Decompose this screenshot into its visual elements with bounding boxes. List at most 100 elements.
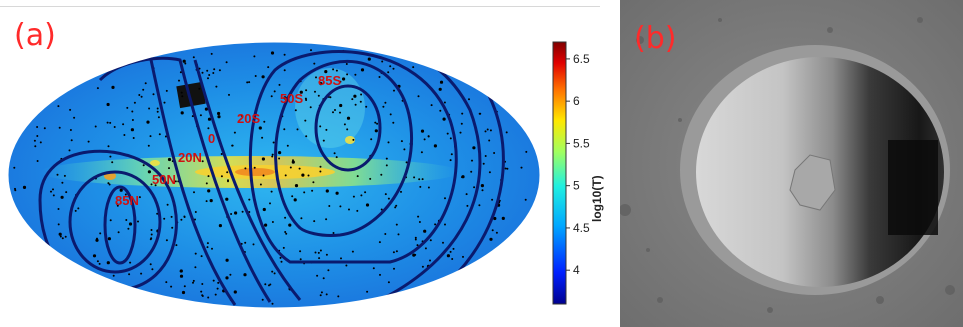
source-dot (413, 176, 416, 179)
source-dot (125, 219, 128, 221)
source-dot (288, 223, 292, 227)
source-dot (231, 144, 234, 147)
source-dot (108, 183, 111, 186)
source-dot (150, 237, 153, 240)
source-dot (293, 198, 297, 202)
source-dot (240, 114, 243, 117)
source-dot (395, 204, 398, 207)
source-dot (403, 148, 406, 151)
colorbar-tick-label: 4 (573, 263, 580, 277)
source-dot (271, 155, 274, 158)
source-dot (328, 205, 331, 207)
source-dot (150, 183, 153, 186)
source-dot (452, 247, 455, 250)
source-dot (271, 153, 274, 156)
source-dot (300, 217, 303, 220)
source-dot (165, 281, 168, 284)
source-dot (205, 182, 208, 185)
contour-label-50n: 50N (152, 172, 176, 187)
source-dot (304, 97, 307, 100)
source-dot (462, 255, 464, 258)
source-dot (316, 274, 319, 277)
source-dot (387, 71, 390, 74)
source-dot (129, 261, 132, 264)
source-dot (140, 272, 143, 275)
source-dot (270, 190, 273, 193)
source-dot (106, 102, 110, 107)
source-dot (36, 160, 39, 162)
source-dot (214, 293, 217, 296)
source-dot (271, 221, 274, 223)
source-dot (217, 115, 221, 119)
source-dot (58, 126, 61, 129)
source-dot (278, 151, 282, 155)
source-dot (335, 191, 339, 195)
top-divider (0, 6, 600, 7)
source-dot (64, 235, 67, 238)
source-dot (166, 203, 169, 206)
source-dot (137, 220, 139, 223)
source-dot (201, 71, 204, 74)
source-dot (252, 243, 255, 246)
source-dot (319, 165, 322, 168)
source-dot (397, 233, 400, 236)
source-dot (267, 66, 270, 69)
source-dot (69, 108, 72, 111)
source-dot (325, 218, 328, 221)
source-dot (217, 281, 220, 284)
contour-label-85n: 85N (115, 193, 139, 208)
source-dot (524, 198, 527, 201)
source-dot (65, 191, 68, 194)
source-dot (322, 139, 325, 142)
source-dot (77, 207, 80, 210)
source-dot (493, 152, 496, 154)
source-dot (154, 184, 157, 187)
source-dot (387, 281, 390, 284)
source-dot (392, 251, 395, 254)
source-dot (395, 250, 398, 253)
source-dot (335, 156, 338, 159)
source-dot (505, 131, 508, 134)
contour-outer-s2 (439, 79, 505, 292)
source-dot (313, 220, 316, 223)
source-dot (244, 241, 247, 244)
source-dot (61, 181, 64, 184)
source-dot (225, 61, 228, 64)
source-dot (299, 258, 302, 261)
source-dot (109, 121, 112, 124)
source-dot (291, 160, 295, 164)
panel-a-sky-map: (a) (0, 6, 604, 308)
source-dot (156, 212, 159, 215)
source-dot (192, 56, 195, 59)
source-dot (389, 65, 392, 68)
source-dot (394, 206, 397, 209)
source-dot (170, 215, 173, 218)
source-dot (337, 295, 340, 298)
source-dot (184, 62, 187, 65)
source-dot (294, 109, 297, 112)
source-dot (241, 210, 244, 213)
source-dot (345, 63, 348, 65)
source-dot (491, 229, 494, 232)
source-dot (284, 174, 287, 177)
source-dot (208, 74, 211, 76)
source-dot (429, 239, 432, 242)
source-dot (387, 197, 390, 200)
source-dot (182, 59, 186, 63)
source-dot (446, 254, 450, 258)
source-dot (480, 184, 484, 188)
source-dot (360, 93, 363, 96)
source-dot (192, 281, 194, 284)
source-dot (427, 186, 430, 189)
source-dot (156, 107, 159, 110)
source-dot (460, 122, 463, 125)
contour-label-50s: 50S (280, 91, 303, 106)
source-dot (163, 217, 166, 220)
source-dot (61, 237, 64, 240)
source-dot (291, 195, 294, 198)
source-dot (140, 95, 143, 98)
colorbar-tick-label: 5 (573, 179, 580, 193)
source-dot (307, 174, 310, 177)
source-dot (481, 189, 484, 192)
source-dot (359, 100, 362, 103)
